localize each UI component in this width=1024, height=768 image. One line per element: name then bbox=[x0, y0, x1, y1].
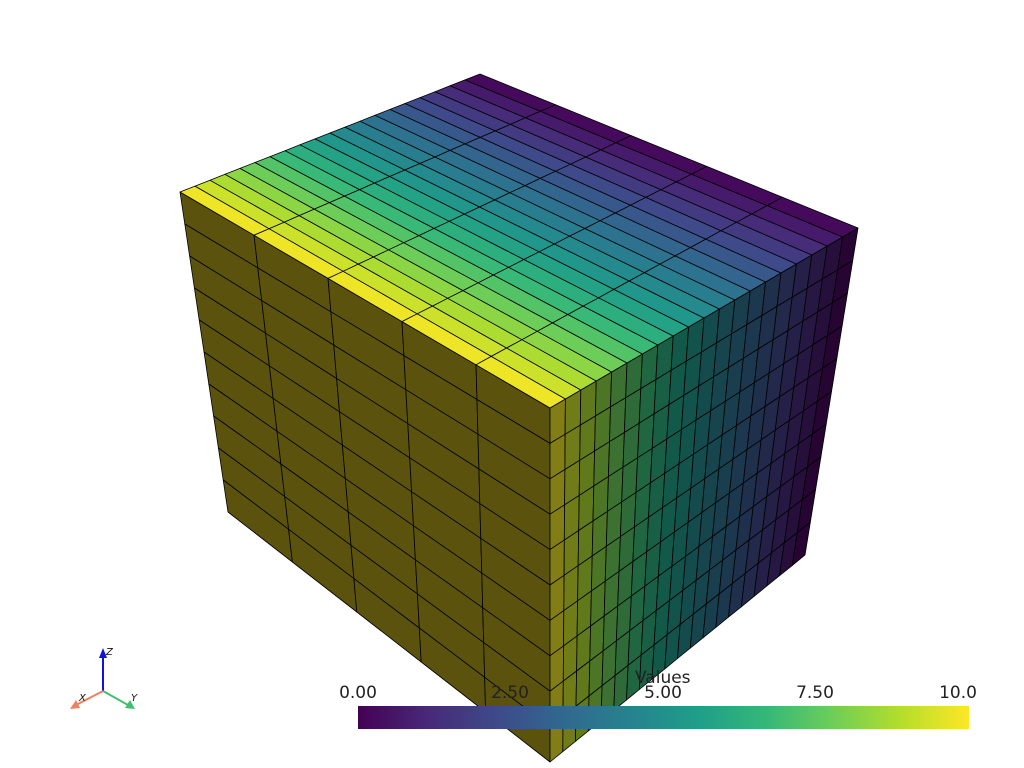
scalar-bar-tick: 7.50 bbox=[796, 683, 834, 703]
y-axis-line bbox=[102, 690, 129, 706]
top-face-cell bbox=[766, 196, 859, 238]
orientation-axes-widget: Z X Y bbox=[70, 647, 138, 709]
structured-grid-mesh bbox=[179, 73, 859, 763]
x-axis-label: X bbox=[78, 693, 87, 704]
y-arrow-icon bbox=[125, 700, 135, 709]
right-face-cell bbox=[791, 521, 811, 566]
scalar-bar bbox=[358, 706, 969, 729]
scalar-bar-tick: 10.0 bbox=[939, 683, 977, 703]
scalar-bar-tick: 2.50 bbox=[491, 683, 529, 703]
scalar-bar-title: Values bbox=[635, 668, 691, 688]
z-arrow-icon bbox=[99, 648, 107, 658]
y-axis-label: Y bbox=[131, 693, 138, 704]
scalar-bar-tick: 5.00 bbox=[644, 683, 682, 703]
z-axis-label: Z bbox=[105, 647, 114, 658]
x-axis-line bbox=[75, 690, 104, 706]
x-arrow-icon bbox=[70, 700, 80, 709]
scalar-bar-tick: 0.00 bbox=[339, 683, 377, 703]
